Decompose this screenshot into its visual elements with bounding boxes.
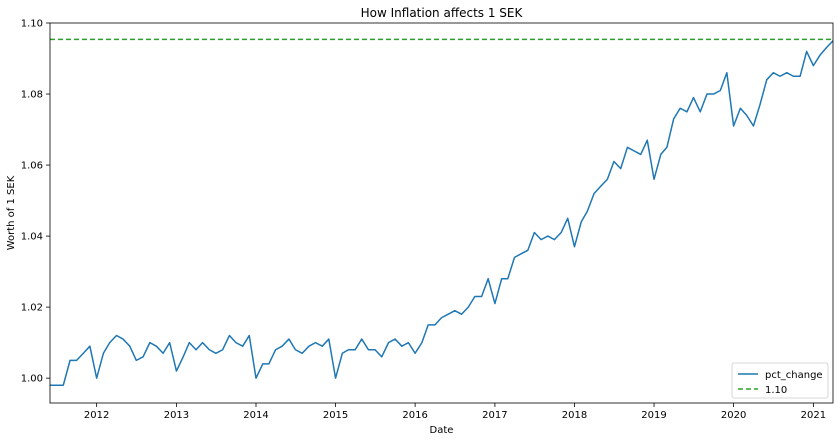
x-tick-label: 2012 [84,410,109,421]
x-tick-label: 2016 [402,410,427,421]
series-layer [50,38,834,386]
legend: pct_change 1.10 [731,362,829,399]
x-tick-label: 2021 [801,410,826,421]
x-tick-label: 2019 [641,410,666,421]
x-tick-label: 2013 [164,410,189,421]
series-line-pct-change [50,40,834,386]
x-tick-label: 2014 [243,410,268,421]
y-axis: 1.00 1.02 1.04 1.06 1.08 1.10 [21,19,50,385]
x-tick-label: 2017 [482,410,507,421]
x-tick-label: 2015 [323,410,348,421]
y-tick-label: 1.00 [21,374,43,385]
legend-label-reference: 1.10 [765,385,787,396]
y-tick-label: 1.06 [21,161,43,172]
y-tick-label: 1.04 [21,232,43,243]
x-axis: 2012 2013 2014 2015 2016 2017 2018 2019 2020 2021 [84,403,826,421]
y-tick-label: 1.08 [21,90,43,101]
chart-title: How Inflation affects 1 SEK [361,6,524,20]
x-tick-label: 2020 [721,410,746,421]
y-tick-label: 1.10 [21,19,43,30]
plot-frame [49,22,834,404]
y-axis-label: Worth of 1 SEK [6,175,17,250]
plot-area [49,22,834,404]
x-tick-label: 2018 [562,410,587,421]
legend-label-pct-change: pct_change [765,370,823,381]
x-axis-label: Date [430,425,454,436]
y-tick-label: 1.02 [21,303,43,314]
